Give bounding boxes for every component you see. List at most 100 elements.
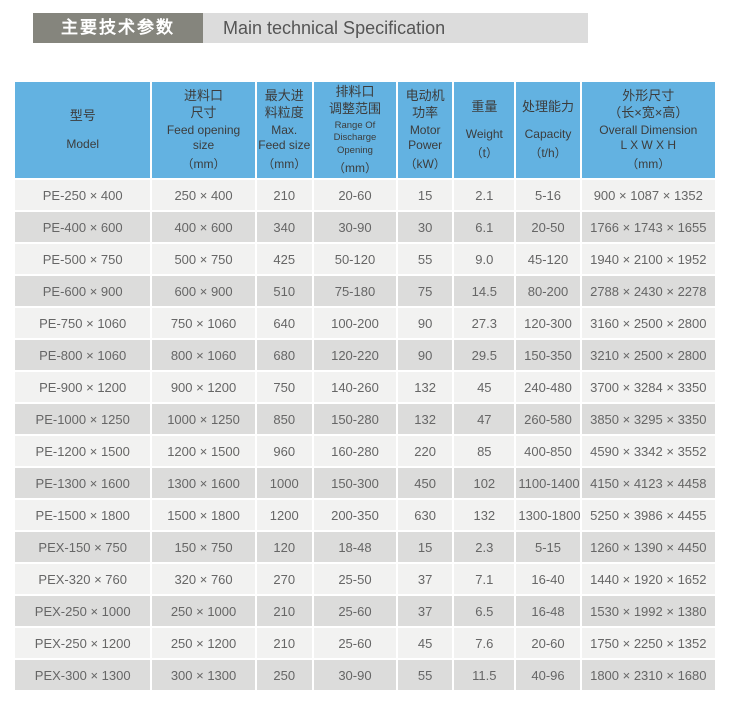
cell-max_feed_size: 510 xyxy=(256,276,312,306)
col-header-capacity: 处理能力 Capacity （t/h） xyxy=(516,82,580,178)
cell-max_feed_size: 270 xyxy=(256,564,312,594)
cell-weight: 7.6 xyxy=(454,628,515,658)
cell-capacity: 80-200 xyxy=(516,276,580,306)
table-row: PEX-150 × 750 150 × 750 120 18-48 15 2.3 5-15 1… xyxy=(15,532,715,562)
col-header-motor-power-cn: 电动机 功率 xyxy=(405,87,445,120)
cell-feed_opening_size: 900 × 1200 xyxy=(152,372,255,402)
cell-overall_dimension: 1766 × 1743 × 1655 xyxy=(581,212,715,242)
cell-motor_power: 37 xyxy=(398,596,453,626)
cell-capacity: 40-96 xyxy=(516,660,580,690)
cell-weight: 11.5 xyxy=(454,660,515,690)
cell-capacity: 260-580 xyxy=(516,404,580,434)
cell-capacity: 400-850 xyxy=(516,436,580,466)
cell-overall_dimension: 3850 × 3295 × 3350 xyxy=(581,404,715,434)
cell-weight: 29.5 xyxy=(454,340,515,370)
table-row: PE-500 × 750 500 × 750 425 50-120 55 9.0 45-12… xyxy=(15,244,715,274)
cell-max_feed_size: 640 xyxy=(256,308,312,338)
cell-motor_power: 55 xyxy=(398,244,453,274)
cell-model: PEX-250 × 1000 xyxy=(15,596,151,626)
cell-model: PE-1200 × 1500 xyxy=(15,436,151,466)
cell-model: PEX-150 × 750 xyxy=(15,532,151,562)
table-row: PEX-250 × 1000 250 × 1000 210 25-60 37 6.5 16-… xyxy=(15,596,715,626)
col-header-feed-opening-size-en: Feed opening size xyxy=(166,123,241,153)
cell-motor_power: 630 xyxy=(398,500,453,530)
cell-model: PEX-300 × 1300 xyxy=(15,660,151,690)
cell-feed_opening_size: 250 × 400 xyxy=(152,180,255,210)
cell-motor_power: 15 xyxy=(398,180,453,210)
cell-max_feed_size: 1000 xyxy=(256,468,312,498)
cell-feed_opening_size: 400 × 600 xyxy=(152,212,255,242)
cell-model: PE-1500 × 1800 xyxy=(15,500,151,530)
cell-motor_power: 30 xyxy=(398,212,453,242)
col-header-weight-unit: （t） xyxy=(470,146,498,161)
cell-overall_dimension: 1940 × 2100 × 1952 xyxy=(581,244,715,274)
cell-discharge_range: 30-90 xyxy=(313,660,397,690)
cell-weight: 2.3 xyxy=(454,532,515,562)
cell-overall_dimension: 3210 × 2500 × 2800 xyxy=(581,340,715,370)
col-header-model: 型号 Model xyxy=(15,82,151,178)
cell-capacity: 20-50 xyxy=(516,212,580,242)
cell-max_feed_size: 250 xyxy=(256,660,312,690)
col-header-feed-opening-size-unit: （mm） xyxy=(181,157,226,172)
cell-feed_opening_size: 250 × 1000 xyxy=(152,596,255,626)
cell-weight: 14.5 xyxy=(454,276,515,306)
table-row: PE-750 × 1060 750 × 1060 640 100-200 90 27.3 1… xyxy=(15,308,715,338)
cell-weight: 27.3 xyxy=(454,308,515,338)
col-header-weight: 重量 Weight （t） xyxy=(454,82,515,178)
cell-motor_power: 132 xyxy=(398,372,453,402)
spec-table-header: 型号 Model 进料口 尺寸 Feed opening size （mm） 最… xyxy=(15,82,715,178)
cell-discharge_range: 75-180 xyxy=(313,276,397,306)
cell-motor_power: 37 xyxy=(398,564,453,594)
col-header-feed-opening-size: 进料口 尺寸 Feed opening size （mm） xyxy=(152,82,255,178)
cell-model: PE-800 × 1060 xyxy=(15,340,151,370)
cell-weight: 132 xyxy=(454,500,515,530)
cell-discharge_range: 25-60 xyxy=(313,628,397,658)
cell-model: PE-250 × 400 xyxy=(15,180,151,210)
cell-max_feed_size: 210 xyxy=(256,180,312,210)
col-header-motor-power-en: Motor Power xyxy=(408,123,443,153)
col-header-capacity-cn: 处理能力 xyxy=(521,98,574,114)
cell-feed_opening_size: 320 × 760 xyxy=(152,564,255,594)
cell-weight: 9.0 xyxy=(454,244,515,274)
cell-model: PE-1000 × 1250 xyxy=(15,404,151,434)
cell-capacity: 5-16 xyxy=(516,180,580,210)
col-header-discharge-range: 排料口 调整范围 Range Of Discharge Opening （mm） xyxy=(313,82,397,178)
cell-motor_power: 75 xyxy=(398,276,453,306)
cell-feed_opening_size: 800 × 1060 xyxy=(152,340,255,370)
spec-table: 型号 Model 进料口 尺寸 Feed opening size （mm） 最… xyxy=(13,80,717,692)
col-header-overall-dimension-cn: 外形尺寸 （长×宽×高） xyxy=(608,87,689,120)
section-title-bar: 主要技术参数 Main technical Specification xyxy=(33,13,588,43)
cell-discharge_range: 160-280 xyxy=(313,436,397,466)
table-row: PEX-250 × 1200 250 × 1200 210 25-60 45 7.6 20-… xyxy=(15,628,715,658)
cell-feed_opening_size: 600 × 900 xyxy=(152,276,255,306)
table-row: PE-1200 × 1500 1200 × 1500 960 160-280 220 85… xyxy=(15,436,715,466)
col-header-discharge-range-en: Range Of Discharge Opening xyxy=(333,119,377,156)
cell-model: PE-400 × 600 xyxy=(15,212,151,242)
table-row: PE-250 × 400 250 × 400 210 20-60 15 2.1 5-16 90… xyxy=(15,180,715,210)
table-row: PE-900 × 1200 900 × 1200 750 140-260 132 45 24… xyxy=(15,372,715,402)
cell-feed_opening_size: 500 × 750 xyxy=(152,244,255,274)
cell-feed_opening_size: 1000 × 1250 xyxy=(152,404,255,434)
col-header-model-cn: 型号 xyxy=(69,108,96,124)
table-row: PEX-320 × 760 320 × 760 270 25-50 37 7.1 16-40… xyxy=(15,564,715,594)
cell-motor_power: 132 xyxy=(398,404,453,434)
cell-motor_power: 450 xyxy=(398,468,453,498)
cell-capacity: 150-350 xyxy=(516,340,580,370)
col-header-max-feed-size-cn: 最大进 料粒度 xyxy=(264,87,304,120)
cell-motor_power: 55 xyxy=(398,660,453,690)
cell-weight: 2.1 xyxy=(454,180,515,210)
cell-capacity: 1100-1400 xyxy=(516,468,580,498)
cell-model: PE-750 × 1060 xyxy=(15,308,151,338)
cell-model: PE-500 × 750 xyxy=(15,244,151,274)
cell-motor_power: 90 xyxy=(398,308,453,338)
col-header-weight-cn: 重量 xyxy=(471,98,498,114)
cell-overall_dimension: 3700 × 3284 × 3350 xyxy=(581,372,715,402)
cell-weight: 6.1 xyxy=(454,212,515,242)
cell-motor_power: 90 xyxy=(398,340,453,370)
cell-weight: 7.1 xyxy=(454,564,515,594)
cell-overall_dimension: 1800 × 2310 × 1680 xyxy=(581,660,715,690)
cell-feed_opening_size: 1200 × 1500 xyxy=(152,436,255,466)
cell-feed_opening_size: 150 × 750 xyxy=(152,532,255,562)
cell-overall_dimension: 1530 × 1992 × 1380 xyxy=(581,596,715,626)
